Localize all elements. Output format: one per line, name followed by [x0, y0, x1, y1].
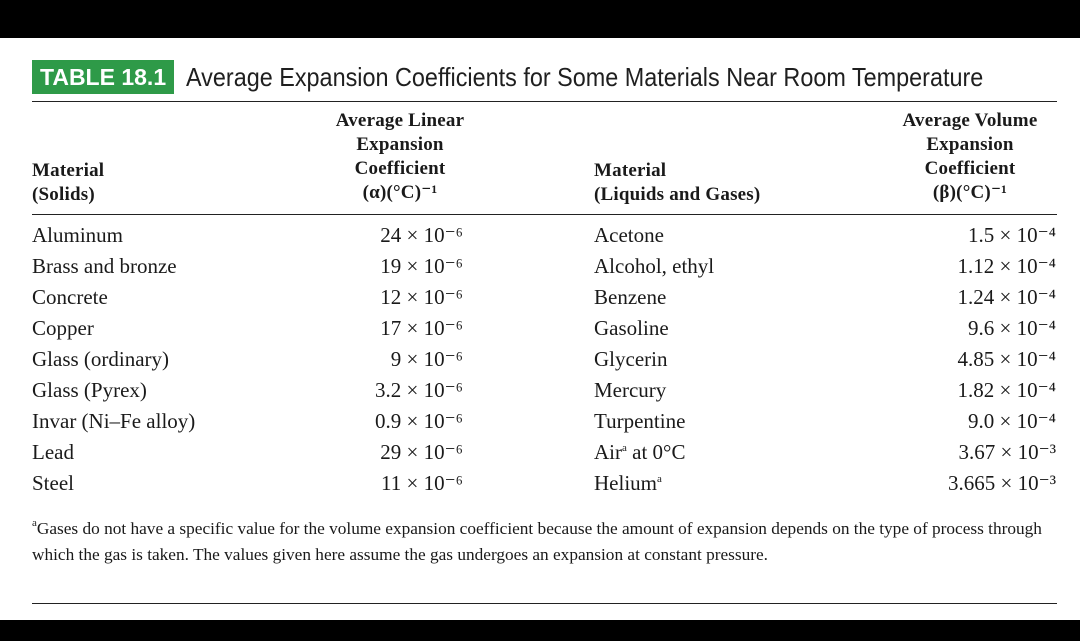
header-line: Average Volume [902, 110, 1038, 131]
table-cell: 24 × 10⁻⁶ [380, 223, 463, 247]
table-cell: Glycerin [594, 347, 668, 371]
table-cell: Glass (ordinary) [32, 347, 170, 371]
material-suffix: at 0°C [626, 440, 686, 464]
table-title: Average Expansion Coefficients for Some … [186, 61, 984, 92]
footnote-marker: a [657, 473, 662, 485]
table-cell: 1.12 × 10⁻⁴ [957, 254, 1057, 278]
header-line: Expansion [926, 134, 1014, 155]
header-linear-coefficient: Average Linear Expansion Coefficient (α)… [300, 109, 500, 205]
liquids-value-column: 1.5 × 10⁻⁴ 1.12 × 10⁻⁴ 1.24 × 10⁻⁴ 9.6 ×… [820, 220, 1056, 499]
table-cell: 19 × 10⁻⁶ [380, 254, 463, 278]
table-cell: Aluminum [32, 223, 124, 247]
header-volume-coefficient: Average Volume Expansion Coefficient (β)… [860, 109, 1080, 205]
table-cell: 9.0 × 10⁻⁴ [968, 409, 1056, 433]
header-line: Average Linear [335, 110, 465, 131]
header-material-solids: Material (Solids) [32, 159, 104, 207]
table-cell: 12 × 10⁻⁶ [380, 285, 463, 309]
footnote-text: Gases do not have a specific value for t… [32, 519, 1042, 564]
table-cell: Gasoline [594, 316, 669, 340]
table-title-row: TABLE 18.1 Average Expansion Coefficient… [32, 60, 1072, 94]
header-rule [32, 214, 1057, 215]
table-cell: 9 × 10⁻⁶ [390, 347, 463, 371]
table-cell: Benzene [594, 285, 667, 309]
table-cell: 1.24 × 10⁻⁴ [957, 285, 1057, 309]
table-cell: Concrete [32, 285, 108, 309]
table-page: TABLE 18.1 Average Expansion Coefficient… [0, 38, 1080, 620]
header-line: Expansion [356, 134, 444, 155]
table-cell: 4.85 × 10⁻⁴ [957, 347, 1057, 371]
table-cell: Alcohol, ethyl [594, 254, 715, 278]
table-cell: 29 × 10⁻⁶ [380, 440, 463, 464]
header-line: (Liquids and Gases) [594, 184, 761, 205]
table-cell: 0.9 × 10⁻⁶ [375, 409, 463, 433]
title-rule [32, 101, 1057, 102]
table-cell: 3.2 × 10⁻⁶ [375, 378, 463, 402]
table-cell: Copper [32, 316, 94, 340]
header-line: (Solids) [32, 184, 95, 205]
table-cell: Invar (Ni–Fe alloy) [32, 409, 196, 433]
table-cell: 9.6 × 10⁻⁴ [968, 316, 1056, 340]
table-cell-helium: Heliuma [594, 468, 714, 499]
bottom-rule [32, 603, 1057, 604]
table-cell: Lead [32, 440, 74, 464]
header-material-liquids: Material (Liquids and Gases) [594, 159, 760, 207]
table-label-badge: TABLE 18.1 [32, 60, 175, 94]
header-line: (β)(°C)⁻¹ [932, 182, 1008, 203]
header-line: Coefficient [924, 158, 1016, 179]
table-cell: 3.67 × 10⁻³ [958, 440, 1056, 464]
table-cell: Mercury [594, 378, 667, 402]
table-cell: Glass (Pyrex) [32, 378, 147, 402]
solids-value-column: 24 × 10⁻⁶ 19 × 10⁻⁶ 12 × 10⁻⁶ 17 × 10⁻⁶ … [290, 220, 463, 499]
header-line: Material [594, 160, 667, 181]
table-cell: 3.665 × 10⁻³ [948, 471, 1056, 495]
material-name: Helium [594, 471, 657, 495]
header-line: (α)(°C)⁻¹ [362, 182, 438, 203]
header-line: Coefficient [354, 158, 446, 179]
material-name: Air [594, 440, 622, 464]
table-cell: Turpentine [594, 409, 686, 433]
table-footnote: aGases do not have a specific value for … [32, 516, 1062, 568]
table-cell: Acetone [594, 223, 664, 247]
table-cell-air: Aira at 0°C [594, 437, 714, 468]
table-cell: Steel [32, 471, 74, 495]
liquids-material-column: Acetone Alcohol, ethyl Benzene Gasoline … [594, 220, 714, 499]
table-cell: 17 × 10⁻⁶ [380, 316, 463, 340]
table-cell: 1.5 × 10⁻⁴ [968, 223, 1056, 247]
header-line: Material [32, 160, 105, 181]
footnote-marker: a [32, 517, 37, 529]
table-cell: Brass and bronze [32, 254, 177, 278]
table-cell: 11 × 10⁻⁶ [381, 471, 463, 495]
solids-material-column: Aluminum Brass and bronze Concrete Coppe… [32, 220, 195, 499]
table-cell: 1.82 × 10⁻⁴ [957, 378, 1057, 402]
footnote-marker: a [622, 442, 627, 454]
